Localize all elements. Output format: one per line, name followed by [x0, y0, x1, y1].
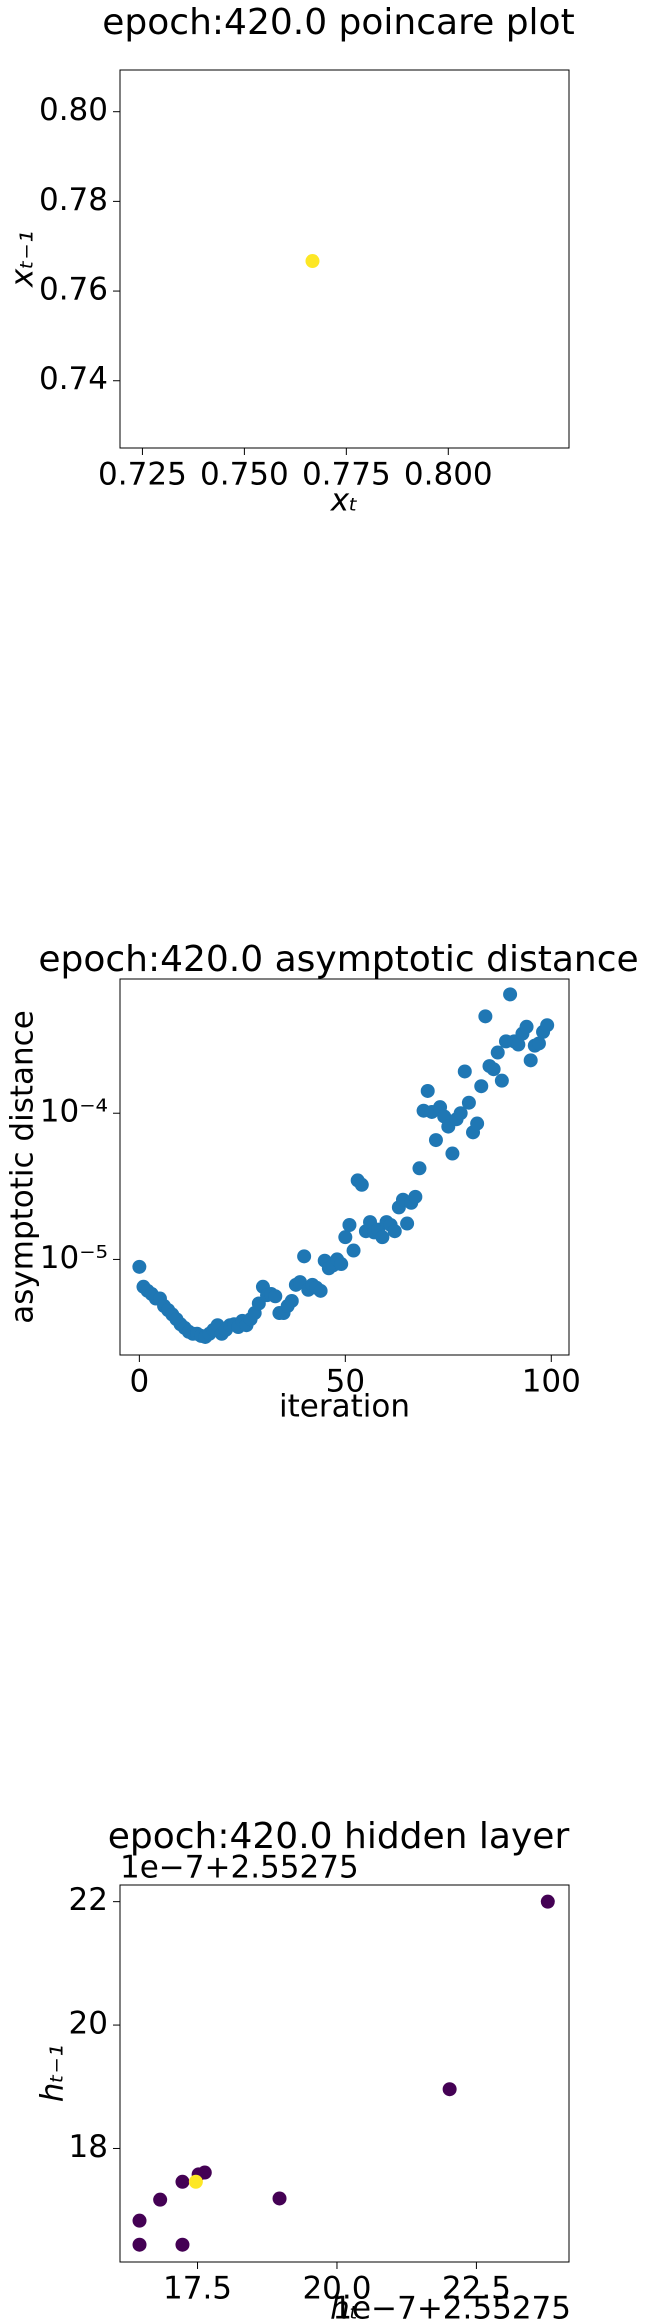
y-tick-label: 20 — [69, 2006, 108, 2042]
point — [346, 1243, 361, 1258]
y-axis-label: hₜ₋₁ — [35, 2045, 71, 2103]
point — [420, 1083, 435, 1098]
point — [445, 1146, 460, 1161]
y-tick-label: 0.80 — [39, 92, 108, 128]
plot-area — [119, 69, 570, 449]
x-tick-label: 22.5 — [442, 2271, 511, 2307]
y-tick-label: 0.74 — [39, 361, 108, 397]
x-axis-label: xₜ — [330, 483, 359, 519]
point — [474, 1079, 489, 1094]
point — [268, 1289, 283, 1304]
point — [313, 1283, 328, 1298]
point — [338, 1230, 353, 1245]
point — [453, 1106, 468, 1121]
point — [305, 254, 320, 269]
chart-title: epoch:420.0 asymptotic distance — [38, 939, 638, 980]
point — [470, 1116, 485, 1131]
point — [272, 2191, 287, 2206]
y-axis-label: asymptotic distance — [5, 1010, 41, 1324]
point — [494, 1073, 509, 1088]
point — [540, 1018, 555, 1033]
point — [342, 1217, 357, 1232]
point — [511, 1037, 526, 1052]
point — [387, 1224, 402, 1239]
point — [540, 1894, 555, 1909]
point — [457, 1064, 472, 1079]
point — [408, 1189, 423, 1204]
point — [132, 1259, 147, 1274]
point — [519, 1019, 534, 1034]
point — [523, 1053, 538, 1068]
x-axis-label: iteration — [279, 1389, 410, 1425]
y-tick-label: 10⁻⁴ — [40, 1094, 108, 1130]
point — [175, 2237, 190, 2252]
x-tick-label: 20.0 — [302, 2271, 371, 2307]
point — [132, 2237, 147, 2252]
point — [428, 1133, 443, 1148]
x-tick-label: 17.5 — [163, 2271, 232, 2307]
y-tick-label: 0.76 — [39, 272, 108, 308]
point — [442, 2082, 457, 2097]
point — [412, 1161, 427, 1176]
x-tick-label: 0.750 — [200, 457, 289, 493]
point — [461, 1095, 476, 1110]
y-tick-label: 10⁻⁵ — [40, 1240, 108, 1276]
x-tick-label: 100 — [522, 1364, 581, 1400]
point — [531, 1036, 546, 1051]
point — [503, 987, 518, 1002]
point — [354, 1177, 369, 1192]
y-tick-label: 18 — [69, 2129, 108, 2165]
point — [284, 1293, 299, 1308]
x-tick-label: 50 — [326, 1364, 365, 1400]
x-offset-text: 1e−7+2.55275 — [332, 2291, 571, 2323]
point — [490, 1045, 505, 1060]
plot-area — [119, 978, 570, 1356]
point — [188, 2174, 203, 2189]
plot-area — [119, 1884, 570, 2263]
point — [153, 2192, 168, 2207]
x-tick-label: 0.725 — [98, 457, 187, 493]
y-offset-text: 1e−7+2.55275 — [120, 1850, 359, 1886]
point — [175, 2174, 190, 2189]
chart-title: epoch:420.0 hidden layer — [108, 1816, 570, 1857]
y-axis-label: xₜ₋₁ — [5, 231, 41, 288]
x-axis-label: hₜ — [330, 2291, 359, 2323]
point — [132, 2213, 147, 2228]
point — [478, 1009, 493, 1024]
chart-title: epoch:420.0 poincare plot — [102, 2, 574, 43]
point — [375, 1230, 390, 1245]
x-tick-label: 0.775 — [302, 457, 391, 493]
point — [486, 1062, 501, 1077]
x-tick-label: 0.800 — [404, 457, 493, 493]
point — [400, 1216, 415, 1231]
point — [197, 2165, 212, 2180]
x-tick-label: 0 — [129, 1364, 149, 1400]
y-tick-label: 0.78 — [39, 182, 108, 218]
point — [297, 1249, 312, 1264]
y-tick-label: 22 — [69, 1882, 108, 1918]
point — [334, 1257, 349, 1272]
